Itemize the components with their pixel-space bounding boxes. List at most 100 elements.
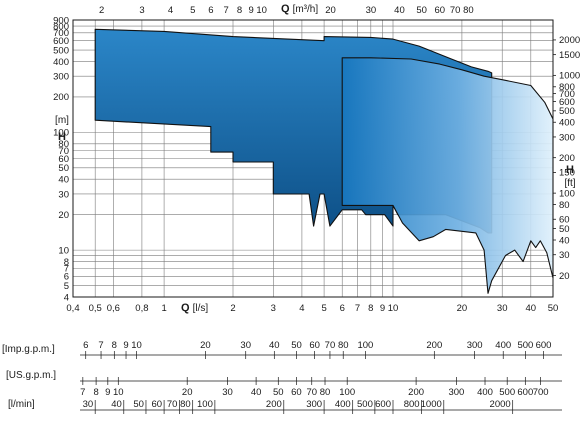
- y-left-tick-label: 70: [58, 146, 69, 157]
- y-left-tick-label: 200: [53, 92, 69, 103]
- series-areas: [94, 28, 554, 294]
- y-left-tick-label: 7: [64, 264, 69, 275]
- x-bottom-tick-label: 0,4: [66, 303, 79, 314]
- right-axis-unit: [ft]: [564, 178, 575, 189]
- bottom-axis-letter: Q: [181, 302, 190, 314]
- y-right-tick-label: 500: [559, 106, 575, 117]
- x-top-tick-label: 60: [434, 5, 445, 16]
- y-left-tick-label: 100: [53, 128, 69, 139]
- conversion-scale-tick-label: 70: [325, 340, 336, 351]
- unit-conversion-scales: [Imp.g.p.m.] 6 7 8 9 10 20 30 40 50 60 70 80 100 200 30…: [2, 340, 562, 414]
- conversion-scale-tick-label: 80: [180, 399, 191, 410]
- conversion-scale-tick-label: 60: [309, 340, 320, 351]
- y-left-tick-label: 20: [58, 210, 69, 221]
- x-top-tick-label: 70: [450, 5, 461, 16]
- conversion-scale-tick-label: 400: [335, 399, 351, 410]
- x-top-tick-label: 3: [139, 5, 144, 16]
- conversion-scale-tick-label: 600: [517, 387, 533, 398]
- y-right-tick-label: 150: [559, 168, 575, 179]
- conversion-scale-tick-label: 9: [105, 387, 110, 398]
- x-top-tick-label: 10: [256, 5, 267, 16]
- top-axis-letter: Q: [281, 3, 290, 15]
- y-right-tick-label: 50: [559, 224, 570, 235]
- conversion-scale-label: [Imp.g.p.m.]: [2, 344, 55, 355]
- conversion-scale-tick-label: 10: [113, 387, 124, 398]
- x-bottom-tick-label: 7: [355, 303, 360, 314]
- y-right-tick-label: 1000: [559, 71, 580, 82]
- x-bottom-tick-label: 0,8: [135, 303, 148, 314]
- x-bottom-tick-label: 10: [388, 303, 399, 314]
- conversion-scale-tick-label: 40: [269, 340, 280, 351]
- y-left-tick-label: 50: [58, 163, 69, 174]
- x-bottom-tick-label: 4: [299, 303, 304, 314]
- y-right-tick-label: 1500: [559, 50, 580, 61]
- left-axis-unit: [m]: [55, 115, 69, 126]
- right-axis-letter: H: [566, 164, 574, 176]
- y-right-tick-label: 800: [559, 82, 575, 93]
- conversion-scale-tick-label: 600: [375, 399, 391, 410]
- conversion-scale-tick-label: 400: [477, 387, 493, 398]
- conversion-scale-tick-label: 200: [426, 340, 442, 351]
- conversion-scale-tick-label: 7: [80, 387, 85, 398]
- bottom-axis-unit: [l/s]: [193, 303, 209, 314]
- conversion-scale-label: [US.g.p.m.]: [6, 370, 56, 381]
- conversion-scale-tick-label: 100: [357, 340, 373, 351]
- conversion-scale-tick-label: 70: [306, 387, 317, 398]
- conversion-scale-tick-label: 100: [197, 399, 213, 410]
- conversion-scale-tick-label: 50: [133, 399, 144, 410]
- y-left-tick-label: 5: [64, 281, 69, 292]
- x-top-tick-label: 9: [249, 5, 254, 16]
- y-left-tick-label: 10: [58, 245, 69, 256]
- x-top-tick-label: 5: [190, 5, 195, 16]
- y-right-tick-label: 700: [559, 89, 575, 100]
- y-left-tick-label: 6: [64, 272, 69, 283]
- conversion-scale-tick-label: 60: [291, 387, 302, 398]
- x-top-tick-label: 20: [325, 5, 336, 16]
- conversion-scale-tick-label: 200: [266, 399, 282, 410]
- left-axis-letter: H: [58, 131, 66, 143]
- conversion-scale-tick-label: 50: [273, 387, 284, 398]
- x-top-tick-label: 40: [394, 5, 405, 16]
- x-bottom-tick-label: 5: [321, 303, 326, 314]
- y-left-tick-label: 40: [58, 175, 69, 186]
- y-left-tick-label: 600: [53, 36, 69, 47]
- y-left-tick-label: 400: [53, 57, 69, 68]
- conversion-scale-tick-label: 100: [339, 387, 355, 398]
- y-left-tick-label: 500: [53, 45, 69, 56]
- x-top-tick-label: 6: [208, 5, 213, 16]
- x-top-tick-label: 8: [237, 5, 242, 16]
- y-right-tick-label: 100: [559, 188, 575, 199]
- y-right-tick-label: 60: [559, 215, 570, 226]
- x-top-tick-label: 80: [463, 5, 474, 16]
- conversion-scale-tick-label: 9: [123, 340, 128, 351]
- conversion-scale-tick-label: 30: [83, 399, 94, 410]
- x-bottom-tick-label: 30: [497, 303, 508, 314]
- conversion-scale-tick-label: 60: [152, 399, 163, 410]
- conversion-scale-tick-label: 500: [517, 340, 533, 351]
- conversion-scale-tick-label: 800: [404, 399, 420, 410]
- y-right-tick-label: 20: [559, 271, 570, 282]
- x-top-tick-label: 50: [416, 5, 427, 16]
- conversion-scale-tick-label: 70: [167, 399, 178, 410]
- conversion-scale-tick-label: 10: [131, 340, 142, 351]
- y-right-tick-label: 80: [559, 200, 570, 211]
- conversion-scale-tick-label: 30: [222, 387, 233, 398]
- conversion-scale-tick-label: 30: [240, 340, 251, 351]
- x-bottom-tick-label: 0,5: [89, 303, 102, 314]
- x-bottom-tick-label: 6: [340, 303, 345, 314]
- conversion-scale-tick-label: 7: [98, 340, 103, 351]
- conversion-scale-label: [l/min]: [8, 399, 35, 410]
- y-left-tick-label: 700: [53, 28, 69, 39]
- x-bottom-tick-label: 20: [457, 303, 468, 314]
- x-bottom-tick-label: 9: [380, 303, 385, 314]
- conversion-scale-tick-label: 1000: [421, 399, 442, 410]
- conversion-scale-tick-label: 500: [357, 399, 373, 410]
- conversion-scale-tick-label: 40: [251, 387, 262, 398]
- x-bottom-tick-label: 3: [271, 303, 276, 314]
- y-left-tick-label: 60: [58, 154, 69, 165]
- tick-labels: 0,4 0,5 0,6 0,8 1 2 3 4 5 6 7 8 9 10 20 30 40 502 3 4 5 6 7 8 9 1…: [53, 5, 580, 314]
- y-left-tick-label: 80: [58, 139, 69, 150]
- x-top-tick-label: 4: [168, 5, 173, 16]
- y-left-tick-label: 300: [53, 71, 69, 82]
